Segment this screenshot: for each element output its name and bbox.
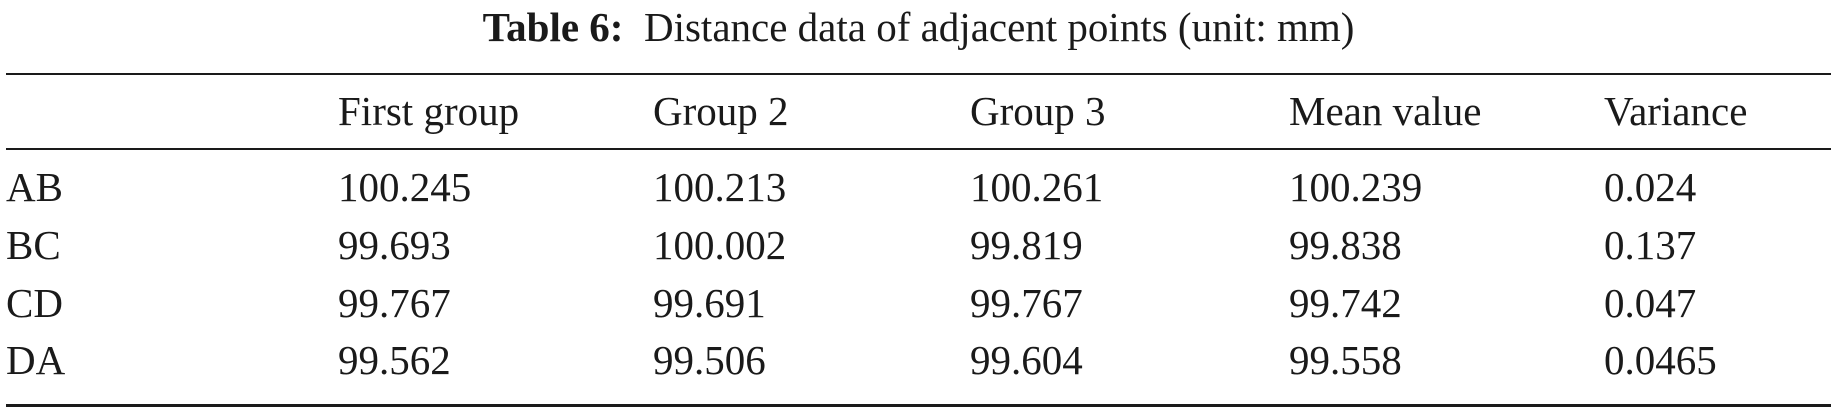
table-cell: 99.604 [970,337,1083,383]
table-cell: 100.239 [1289,164,1423,210]
table-cell: 0.024 [1604,164,1697,210]
row-label-cell: BC [6,222,61,268]
table-top-rule [6,73,1831,75]
table-caption: Table 6: Distance data of adjacent point… [0,2,1837,52]
table-caption-label: Table 6: [482,4,624,50]
table-cell: 99.819 [970,222,1083,268]
row-label-cell: CD [6,280,63,326]
row-label-cell: DA [6,337,66,383]
table-cell: 99.506 [653,337,766,383]
table-cell: 99.693 [338,222,451,268]
header-cell-first-group: First group [338,88,520,134]
table-cell: 99.767 [338,280,451,326]
header-cell-variance: Variance [1604,88,1748,134]
table-bottom-rule [6,404,1831,407]
table-cell: 100.002 [653,222,787,268]
table-cell: 100.213 [653,164,787,210]
table-header-rule [6,148,1831,150]
header-cell-group-3: Group 3 [970,88,1106,134]
table-cell: 100.245 [338,164,472,210]
table-cell: 99.691 [653,280,766,326]
header-cell-mean-value: Mean value [1289,88,1482,134]
table-cell: 99.767 [970,280,1083,326]
table-cell: 0.137 [1604,222,1697,268]
table-cell: 0.0465 [1604,337,1717,383]
table-caption-text: Distance data of adjacent points (unit: … [643,4,1355,50]
table-cell: 100.261 [970,164,1104,210]
table-cell: 99.558 [1289,337,1402,383]
header-cell-group-2: Group 2 [653,88,789,134]
table-cell: 0.047 [1604,280,1697,326]
table-cell: 99.742 [1289,280,1402,326]
table-cell: 99.562 [338,337,451,383]
table-cell: 99.838 [1289,222,1402,268]
row-label-cell: AB [6,164,63,210]
